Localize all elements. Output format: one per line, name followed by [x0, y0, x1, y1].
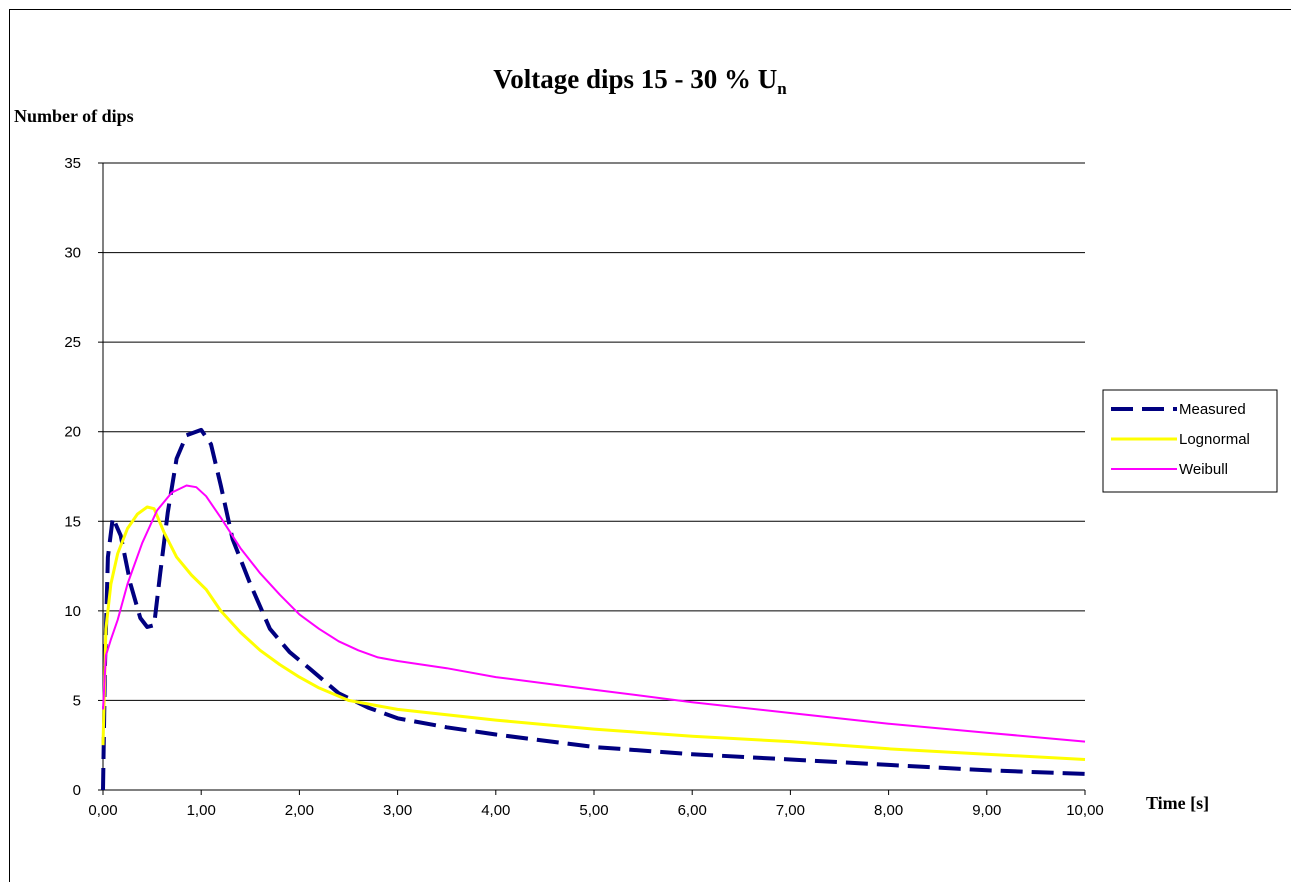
y-tick-label: 25 — [64, 334, 81, 351]
y-tick-label: 15 — [64, 513, 81, 530]
chart-title: Voltage dips 15 - 30 % Un — [493, 64, 787, 98]
y-axis-title: Number of dips — [14, 106, 134, 126]
series-line-measured — [101, 427, 1086, 791]
x-tick-label: 8,00 — [874, 802, 903, 819]
legend-label-lognormal: Lognormal — [1179, 431, 1250, 448]
x-tick-label: 5,00 — [579, 802, 608, 819]
y-tick-label: 0 — [73, 782, 81, 799]
x-tick-label: 4,00 — [481, 802, 510, 819]
legend-label-weibull: Weibull — [1179, 461, 1228, 478]
y-tick-label: 30 — [64, 245, 81, 262]
chart-title-subscript: n — [777, 79, 787, 98]
y-tick-label: 20 — [64, 424, 81, 441]
x-tick-label: 9,00 — [972, 802, 1001, 819]
x-tick-label: 3,00 — [383, 802, 412, 819]
x-tick-label: 1,00 — [187, 802, 216, 819]
x-tick-label: 0,00 — [88, 802, 117, 819]
x-tick-label: 2,00 — [285, 802, 314, 819]
y-tick-label: 10 — [64, 603, 81, 620]
x-tick-label: 6,00 — [678, 802, 707, 819]
series-line-lognormal — [101, 505, 1086, 761]
series-line-weibull — [102, 484, 1086, 743]
x-tick-label: 10,00 — [1066, 802, 1104, 819]
x-axis-title: Time [s] — [1146, 793, 1209, 813]
chart-title-main: Voltage dips 15 - 30 % U — [493, 64, 777, 94]
legend-label-measured: Measured — [1179, 401, 1246, 418]
y-tick-label: 5 — [73, 692, 81, 709]
chart-frame — [9, 9, 1291, 882]
y-tick-label: 35 — [64, 155, 81, 172]
x-tick-label: 7,00 — [776, 802, 805, 819]
